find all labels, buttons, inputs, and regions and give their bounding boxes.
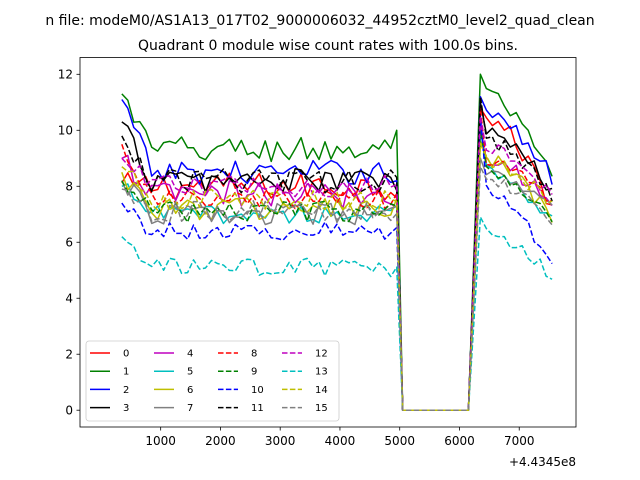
y-tick-label: 10 <box>58 124 73 138</box>
y-tick-label: 8 <box>65 180 73 194</box>
legend-label-6: 6 <box>187 385 193 396</box>
y-tick-label: 4 <box>65 292 73 306</box>
x-tick-label: 1000 <box>145 434 176 448</box>
series-line-14 <box>121 143 553 411</box>
legend-label-7: 7 <box>187 403 193 414</box>
x-tick-label: 7000 <box>504 434 535 448</box>
legend-label-10: 10 <box>251 385 264 396</box>
legend-label-3: 3 <box>123 403 129 414</box>
x-tick-label: 4000 <box>325 434 356 448</box>
figure-suptitle: n file: modeM0/AS1A13_017T02_9000006032_… <box>45 13 594 29</box>
legend-label-12: 12 <box>315 349 328 360</box>
legend-label-1: 1 <box>123 367 129 378</box>
legend-label-0: 0 <box>123 349 129 360</box>
y-tick-label: 6 <box>65 236 73 250</box>
legend-label-9: 9 <box>251 367 257 378</box>
series-line-15 <box>121 165 553 411</box>
series-line-7 <box>121 157 553 411</box>
y-tick-label: 2 <box>65 348 73 362</box>
x-tick-label: 5000 <box>384 434 415 448</box>
y-tick-label: 0 <box>65 404 73 418</box>
legend-label-8: 8 <box>251 349 257 360</box>
series-layer <box>121 73 553 411</box>
series-line-1 <box>121 73 553 411</box>
y-tick-label: 12 <box>58 68 73 82</box>
legend-label-13: 13 <box>315 367 328 378</box>
series-line-11 <box>121 95 553 411</box>
chart-title: Quadrant 0 module wise count rates with … <box>138 38 518 54</box>
legend-label-2: 2 <box>123 385 129 396</box>
legend-box <box>85 340 340 422</box>
series-line-10 <box>121 115 553 411</box>
x-tick-label: 2000 <box>205 434 236 448</box>
series-line-12 <box>121 115 553 411</box>
x-tick-label: 6000 <box>444 434 475 448</box>
series-line-8 <box>121 107 553 411</box>
legend-label-14: 14 <box>315 385 328 396</box>
series-line-6 <box>121 140 553 411</box>
legend-label-15: 15 <box>315 403 328 414</box>
x-tick-label: 3000 <box>265 434 296 448</box>
legend-label-11: 11 <box>251 403 264 414</box>
series-line-9 <box>121 129 553 411</box>
x-offset-label: +4.4345e8 <box>509 455 576 469</box>
legend-label-4: 4 <box>187 349 193 360</box>
series-line-13 <box>121 216 553 411</box>
legend-label-5: 5 <box>187 367 193 378</box>
